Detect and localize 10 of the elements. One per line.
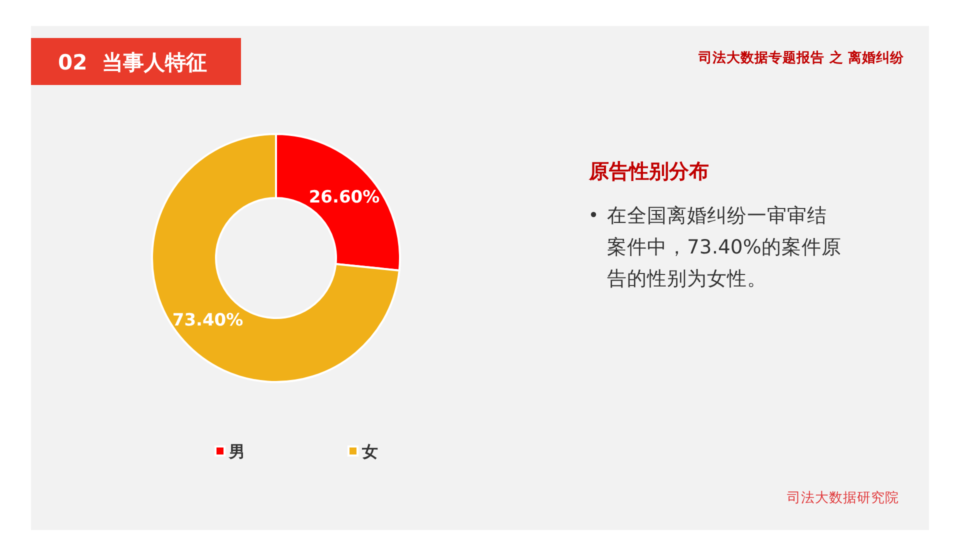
data-label: 26.60% (308, 187, 380, 208)
text: 原告性别分布 (588, 159, 709, 183)
text: 司法大数据研究院 (787, 490, 899, 506)
legend-label: 男 (228, 442, 245, 461)
legend-label: 女 (361, 442, 378, 461)
text: 在全国离婚纠纷一审审结案件中，73.40%的案件原告的性别为女性。 (607, 204, 842, 290)
donut-slice (151, 133, 400, 383)
text: 司法大数据专题报告 之 离婚纠纷 (698, 49, 905, 66)
text: 02 当事人特征 (58, 50, 207, 74)
data-label: 73.40% (172, 310, 244, 331)
